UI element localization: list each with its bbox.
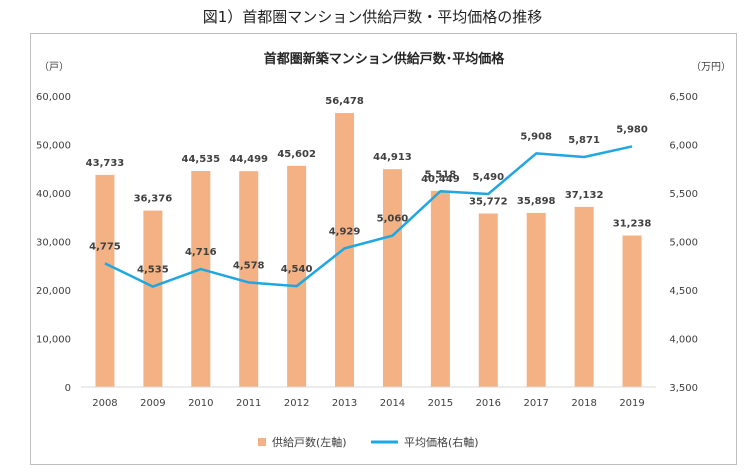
- right-axis-ticks: 3,500 4,000 4,500 5,000 5,500 6,000 6,500: [669, 92, 698, 394]
- line-data-label: 4,775: [89, 241, 121, 252]
- bar: [191, 171, 211, 387]
- left-axis-tick-label: 30,000: [36, 238, 71, 249]
- line-data-label: 4,578: [233, 260, 265, 271]
- line-data-label: 5,908: [520, 131, 552, 142]
- figure-title: 図1）首都圏マンション供給戸数・平均価格の推移: [202, 8, 543, 26]
- bar: [287, 165, 307, 387]
- line-data-label: 5,490: [472, 172, 504, 183]
- bar: [382, 169, 402, 387]
- bar-data-label: 56,478: [325, 96, 364, 107]
- right-axis-tick-label: 6,500: [669, 92, 698, 103]
- right-axis-tick-label: 6,000: [669, 141, 698, 152]
- x-axis-ticks: 2008 2009 2010 2011 2012 2013 2014 2015 2016 2017…: [92, 398, 645, 409]
- legend-bar-swatch: [258, 438, 266, 446]
- right-axis-tick-label: 5,000: [669, 238, 698, 249]
- x-axis-tick-label: 2016: [476, 398, 501, 409]
- legend-line-label: 平均価格(右軸): [404, 435, 479, 449]
- bar-data-label: 45,602: [277, 149, 316, 160]
- left-axis-tick-label: 10,000: [36, 335, 71, 346]
- line-data-label: 4,716: [185, 247, 217, 258]
- bar-data-label: 43,733: [86, 158, 125, 169]
- line-data-label: 5,871: [568, 135, 600, 146]
- left-axis-tick-label: 0: [65, 383, 71, 394]
- bar: [239, 171, 259, 387]
- x-axis-tick-label: 2010: [188, 398, 213, 409]
- bar-data-label: 37,132: [565, 190, 604, 201]
- bar-data-label: 44,535: [181, 154, 220, 165]
- right-axis-tick-label: 3,500: [669, 383, 698, 394]
- legend-bar-label: 供給戸数(左軸): [272, 435, 347, 449]
- bar-data-label: 35,772: [469, 197, 508, 208]
- bar: [430, 190, 450, 387]
- x-axis-tick-label: 2008: [92, 398, 117, 409]
- bar-data-label: 40,449: [421, 174, 460, 185]
- line-data-labels: 4,775 4,535 4,716 4,578 4,540 4,929 5,060 5,518…: [89, 124, 648, 275]
- chart-frame: 首都圏新築マンション供給戸数･平均価格 （戸） （万円） 0 10,000 20,0…: [30, 33, 737, 465]
- right-axis-tick-label: 4,500: [669, 286, 698, 297]
- bar-data-label: 31,238: [613, 218, 652, 229]
- line-series: [104, 145, 633, 288]
- bar: [335, 113, 355, 388]
- bar: [143, 210, 163, 387]
- x-axis-tick-label: 2011: [236, 398, 261, 409]
- chart: 首都圏新築マンション供給戸数･平均価格 （戸） （万円） 0 10,000 20,0…: [36, 51, 731, 449]
- left-axis-tick-label: 60,000: [36, 92, 71, 103]
- x-axis-tick-label: 2009: [140, 398, 165, 409]
- line-data-label: 4,540: [281, 264, 313, 275]
- right-axis-unit: （万円）: [691, 61, 731, 73]
- right-axis-tick-label: 4,000: [669, 335, 698, 346]
- bar: [526, 212, 546, 387]
- line-data-label: 4,535: [137, 265, 169, 276]
- x-axis-tick-label: 2013: [332, 398, 357, 409]
- line-data-label: 5,518: [425, 169, 457, 180]
- bar: [622, 235, 642, 387]
- bar-data-label: 44,913: [373, 152, 412, 163]
- bar: [478, 213, 498, 387]
- x-axis-tick-label: 2019: [619, 398, 644, 409]
- left-axis-unit: （戸）: [39, 61, 69, 73]
- x-axis-tick-label: 2018: [571, 398, 596, 409]
- chart-title: 首都圏新築マンション供給戸数･平均価格: [264, 51, 506, 67]
- right-axis-tick-label: 5,500: [669, 189, 698, 200]
- bar-data-label: 36,376: [134, 194, 173, 205]
- bar: [574, 206, 594, 387]
- x-axis-tick-label: 2017: [523, 398, 548, 409]
- left-axis-tick-label: 20,000: [36, 286, 71, 297]
- line-data-label: 4,929: [329, 226, 361, 237]
- bar-series: [95, 113, 642, 388]
- left-axis-tick-label: 50,000: [36, 141, 71, 152]
- bar-data-labels: 43,733 36,376 44,535 44,499 45,602 56,478 44,9…: [86, 96, 652, 229]
- x-axis-tick-label: 2012: [284, 398, 309, 409]
- left-axis-tick-label: 40,000: [36, 189, 71, 200]
- price-line: [104, 145, 633, 288]
- x-axis-tick-label: 2015: [428, 398, 453, 409]
- bar-data-label: 35,898: [517, 196, 556, 207]
- line-data-label: 5,980: [616, 124, 648, 135]
- line-data-label: 5,060: [377, 214, 409, 225]
- legend: 供給戸数(左軸) 平均価格(右軸): [258, 435, 479, 449]
- x-axis-tick-label: 2014: [380, 398, 405, 409]
- bar-data-label: 44,499: [229, 154, 268, 165]
- left-axis-ticks: 0 10,000 20,000 30,000 40,000 50,000 60,000: [36, 92, 71, 394]
- bar: [95, 174, 115, 387]
